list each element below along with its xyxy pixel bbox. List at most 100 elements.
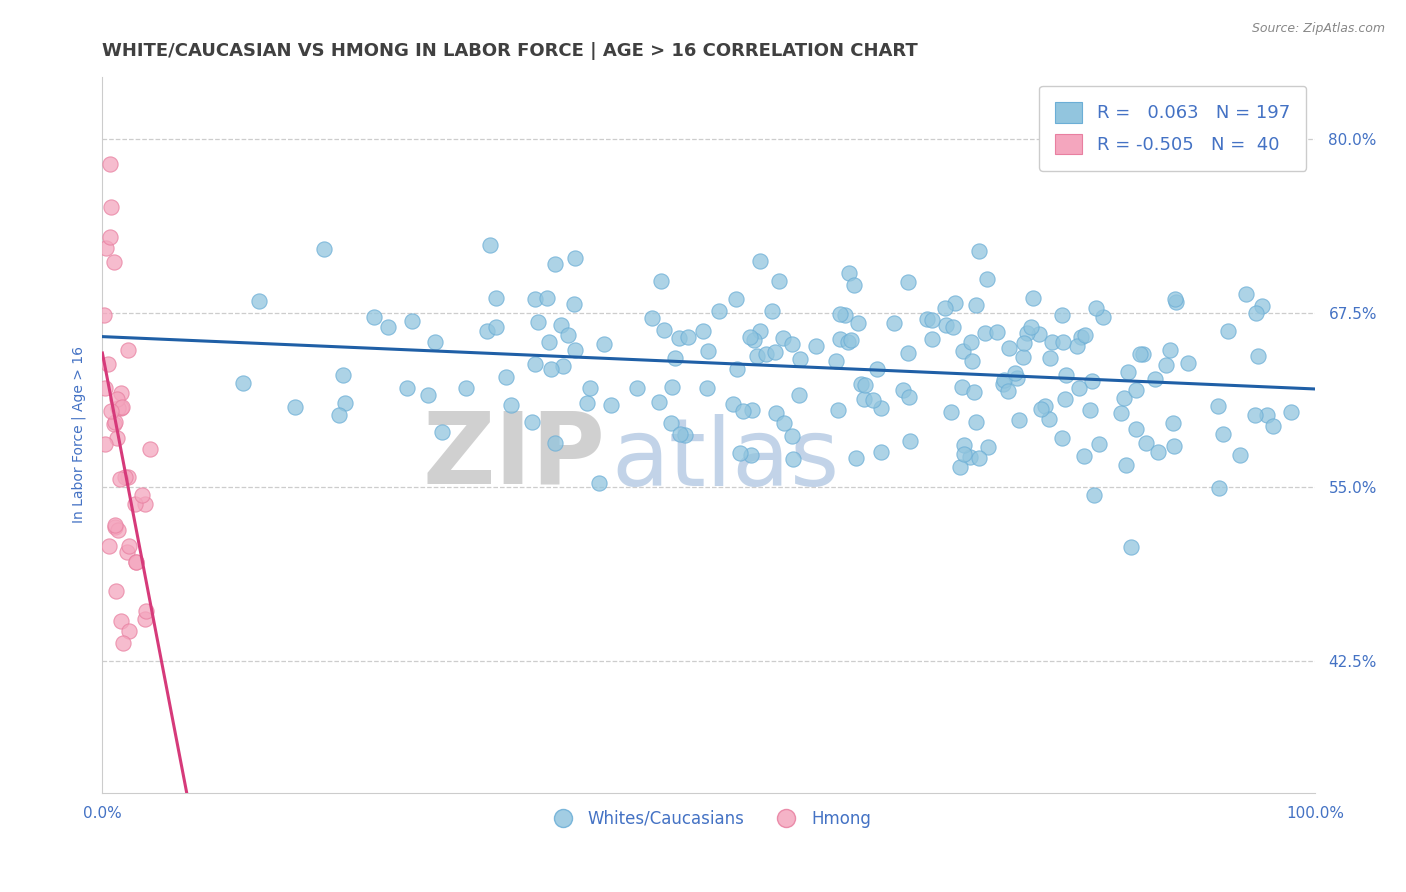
- Point: [485, 291, 508, 305]
- Point: [974, 326, 997, 340]
- Point: [562, 297, 585, 311]
- Point: [1121, 540, 1143, 554]
- Point: [897, 390, 920, 404]
- Point: [921, 332, 943, 346]
- Point: [765, 406, 787, 420]
- Point: [965, 415, 987, 429]
- Point: [960, 335, 983, 350]
- Point: [934, 301, 956, 315]
- Point: [967, 244, 990, 258]
- Point: [696, 381, 718, 395]
- Point: [1112, 391, 1135, 405]
- Point: [284, 400, 307, 414]
- Point: [842, 277, 865, 292]
- Point: [110, 401, 132, 415]
- Point: [110, 614, 132, 628]
- Point: [950, 380, 973, 394]
- Point: [650, 274, 672, 288]
- Point: [780, 337, 803, 351]
- Point: [765, 344, 787, 359]
- Point: [98, 539, 121, 553]
- Point: [673, 428, 696, 442]
- Point: [117, 470, 139, 484]
- Point: [553, 359, 575, 373]
- Point: [333, 396, 356, 410]
- Point: [1054, 392, 1077, 406]
- Point: [1084, 301, 1107, 316]
- Point: [900, 434, 922, 448]
- Point: [423, 334, 446, 349]
- Point: [953, 438, 976, 452]
- Point: [1163, 292, 1185, 306]
- Point: [579, 381, 602, 395]
- Point: [538, 334, 561, 349]
- Text: ZIP: ZIP: [423, 408, 606, 505]
- Point: [564, 252, 586, 266]
- Point: [648, 395, 671, 409]
- Point: [94, 381, 117, 395]
- Point: [941, 404, 963, 418]
- Point: [1244, 305, 1267, 319]
- Point: [1144, 372, 1167, 386]
- Point: [524, 357, 547, 371]
- Point: [104, 416, 127, 430]
- Point: [495, 370, 517, 384]
- Point: [1004, 366, 1026, 380]
- Point: [721, 397, 744, 411]
- Text: Source: ZipAtlas.com: Source: ZipAtlas.com: [1251, 22, 1385, 36]
- Point: [787, 388, 810, 402]
- Point: [998, 341, 1021, 355]
- Point: [862, 392, 884, 407]
- Point: [247, 294, 270, 309]
- Point: [728, 446, 751, 460]
- Point: [1073, 449, 1095, 463]
- Point: [401, 314, 423, 328]
- Point: [915, 312, 938, 326]
- Point: [976, 272, 998, 286]
- Point: [1161, 416, 1184, 430]
- Point: [1109, 406, 1132, 420]
- Point: [527, 315, 550, 329]
- Point: [1147, 445, 1170, 459]
- Point: [232, 376, 254, 391]
- Point: [111, 636, 134, 650]
- Point: [1243, 408, 1265, 422]
- Point: [1040, 335, 1063, 350]
- Point: [1015, 326, 1038, 341]
- Point: [870, 444, 893, 458]
- Point: [661, 379, 683, 393]
- Point: [520, 415, 543, 429]
- Point: [107, 523, 129, 537]
- Point: [740, 330, 762, 344]
- Point: [105, 392, 128, 406]
- Point: [1038, 412, 1060, 426]
- Point: [536, 291, 558, 305]
- Point: [853, 378, 876, 392]
- Point: [1236, 287, 1258, 301]
- Point: [125, 555, 148, 569]
- Point: [839, 334, 862, 348]
- Point: [959, 450, 981, 465]
- Point: [870, 401, 893, 416]
- Point: [782, 452, 804, 467]
- Point: [953, 447, 976, 461]
- Point: [94, 437, 117, 451]
- Point: [943, 296, 966, 310]
- Point: [851, 377, 873, 392]
- Point: [328, 408, 350, 422]
- Point: [1279, 405, 1302, 419]
- Point: [1163, 439, 1185, 453]
- Point: [1156, 359, 1178, 373]
- Point: [1029, 402, 1052, 417]
- Point: [1081, 375, 1104, 389]
- Point: [125, 555, 148, 569]
- Point: [332, 368, 354, 382]
- Legend: Whites/Caucasians, Hmong: Whites/Caucasians, Hmong: [540, 803, 877, 834]
- Point: [1019, 320, 1042, 334]
- Point: [430, 425, 453, 439]
- Point: [725, 293, 748, 307]
- Point: [891, 383, 914, 397]
- Point: [1115, 458, 1137, 473]
- Point: [1208, 481, 1230, 495]
- Point: [830, 307, 852, 321]
